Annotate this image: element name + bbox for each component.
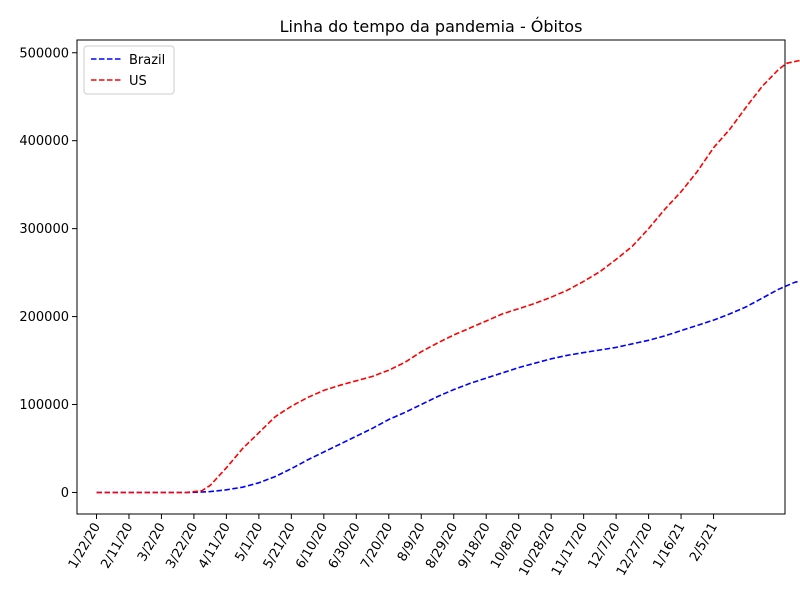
x-axis: 1/22/202/11/203/2/203/22/204/11/205/1/20… (66, 514, 721, 579)
plot-lines (96, 59, 800, 494)
legend: Brazil US (83, 45, 175, 95)
y-tick-label: 0 (61, 486, 69, 501)
x-tick-label: 7/20/20 (358, 521, 396, 572)
legend-label-brazil: Brazil (129, 53, 165, 68)
x-tick-label: 2/11/20 (98, 521, 136, 572)
legend-label-us: US (129, 74, 147, 89)
series-line-brazil (96, 280, 800, 494)
plot-frame (76, 39, 786, 515)
x-tick-label: 5/1/20 (232, 521, 266, 565)
x-tick-label: 1/16/21 (650, 521, 688, 572)
y-tick-label: 100000 (19, 398, 69, 413)
legend-box (83, 45, 175, 95)
x-tick-label: 3/2/20 (135, 521, 169, 565)
x-tick-label: 2/5/21 (687, 521, 721, 565)
y-tick-label: 300000 (19, 222, 69, 237)
y-tick-label: 500000 (19, 46, 69, 61)
x-tick-label: 8/9/20 (395, 521, 429, 565)
series-line-us (96, 59, 800, 494)
chart-title: Linha do tempo da pandemia - Óbitos (280, 17, 583, 36)
y-tick-label: 200000 (19, 310, 69, 325)
x-tick-label: 4/11/20 (196, 521, 234, 572)
y-axis: 0 100000 200000 300000 400000 500000 (19, 46, 77, 501)
y-tick-label: 400000 (19, 134, 69, 149)
